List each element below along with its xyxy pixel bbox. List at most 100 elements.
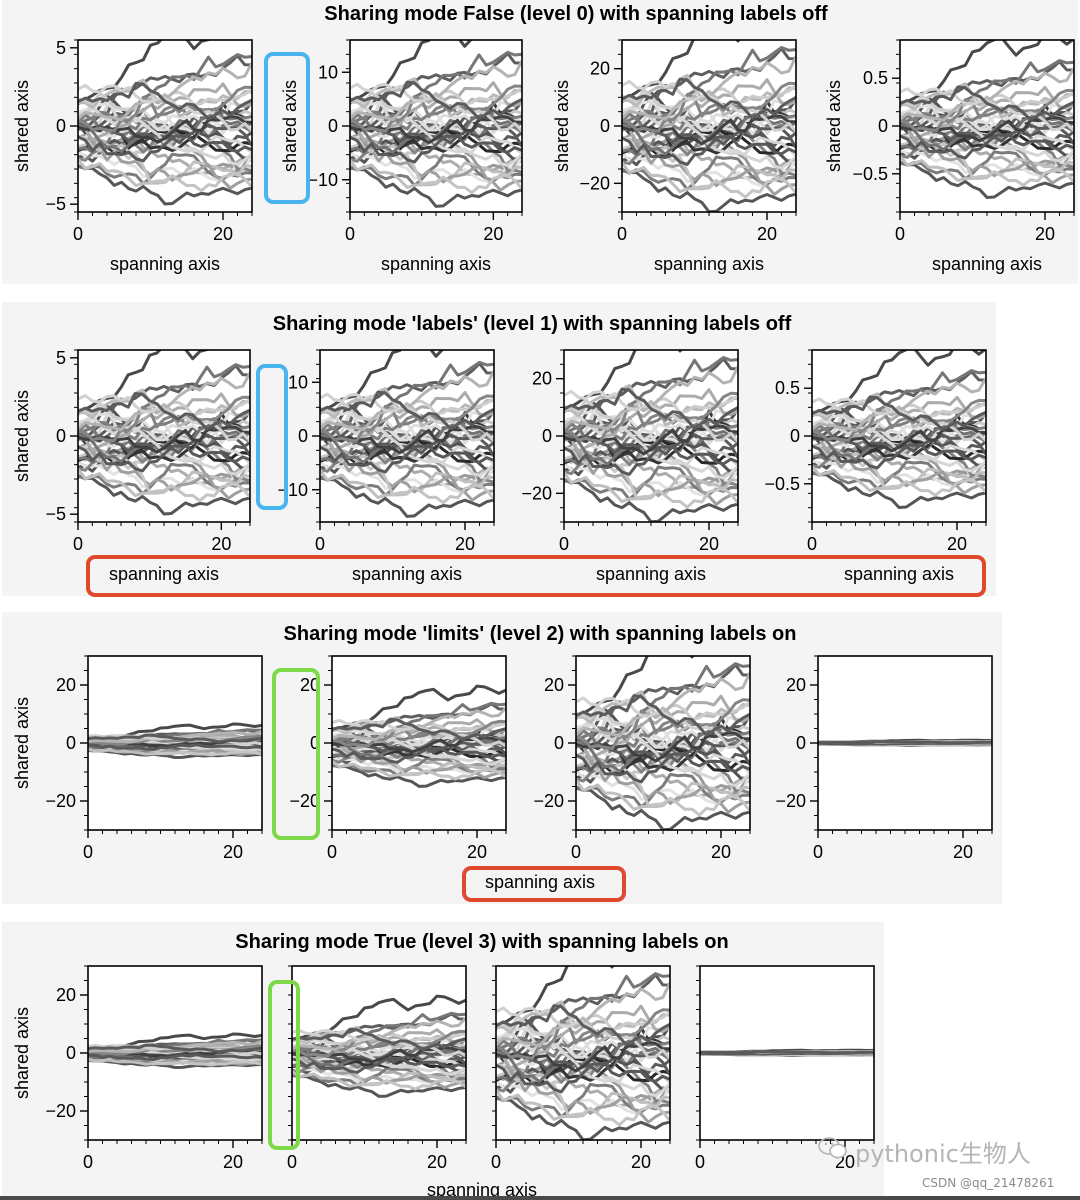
highlight-box-spanning-xlabel <box>462 866 626 902</box>
series-line <box>350 127 522 192</box>
y-tick-label: 0 <box>310 733 320 753</box>
highlight-box-xlabels <box>86 555 986 597</box>
series-line <box>78 133 252 163</box>
y-tick-label: 5 <box>56 38 66 58</box>
series-group <box>700 1048 874 1057</box>
series-line <box>900 133 1074 160</box>
watermark-csdn-text: CSDN @qq_21478261 <box>922 1176 1055 1190</box>
figure-title: Sharing mode 'limits' (level 2) with spa… <box>284 623 797 645</box>
subplot-2-1: 20 0 −20 0 20 <box>289 655 507 862</box>
series-line <box>622 134 796 166</box>
series-group <box>320 350 494 518</box>
series-line <box>78 392 250 431</box>
x-tick-label: 20 <box>483 224 503 244</box>
series-line <box>350 84 522 133</box>
x-tick-label: 0 <box>83 1152 93 1172</box>
series-line <box>812 471 986 509</box>
series-line <box>78 443 250 473</box>
series-line <box>350 104 522 131</box>
series-group <box>88 722 262 759</box>
series-line <box>812 415 986 473</box>
series-group <box>900 40 1074 199</box>
series-line <box>78 414 250 441</box>
y-tick-label: −20 <box>533 791 564 811</box>
x-tick-label: 0 <box>83 842 93 862</box>
series-line <box>622 127 796 196</box>
y-tick-label: 20 <box>544 675 564 695</box>
series-line <box>320 392 494 443</box>
subplot-2-0: 20 0 −20 0 20 shared axis <box>12 655 263 862</box>
y-tick-label: 20 <box>786 675 806 695</box>
series-line <box>350 103 522 167</box>
x-axis-label: spanning axis <box>381 254 491 274</box>
series-line <box>320 394 494 443</box>
x-axis-label: spanning axis <box>932 254 1042 274</box>
series-line <box>320 469 494 499</box>
series-line <box>622 135 796 199</box>
y-tick-label: 10 <box>318 62 338 82</box>
series-line <box>78 127 252 190</box>
subplot-1-2: 20 0 −20 0 20 spanning axis <box>521 349 739 584</box>
x-tick-label: 0 <box>315 534 325 554</box>
spanning-x-axis-label: spanning axis <box>427 1180 537 1200</box>
series-line <box>332 717 506 741</box>
series-line <box>564 437 738 506</box>
y-tick-label: 0 <box>554 733 564 753</box>
x-tick-label: 0 <box>491 1152 501 1172</box>
subplot-3-1: 0 20 <box>287 965 467 1172</box>
x-tick-label: 0 <box>807 534 817 554</box>
series-line <box>900 161 1074 199</box>
subplot-0-3: 0.5 0 −0.5 0 20 shared axis spanning axis <box>824 39 1075 274</box>
series-line <box>292 1053 466 1090</box>
series-group <box>350 40 522 208</box>
y-tick-label: 5 <box>56 348 66 368</box>
series-line <box>622 40 741 103</box>
x-axis-label: spanning axis <box>109 564 219 584</box>
series-line <box>812 397 986 442</box>
series-line <box>496 1000 670 1044</box>
series-line <box>900 106 1074 131</box>
series-line <box>812 392 986 429</box>
y-tick-label: 0 <box>600 116 610 136</box>
y-tick-label: 0 <box>298 426 308 446</box>
y-tick-label: 0 <box>878 116 888 136</box>
series-line <box>900 133 1074 187</box>
y-tick-label: 0 <box>56 116 66 136</box>
watermark-text: pythonic生物人 <box>855 1140 1031 1168</box>
subplot-2-3: 20 0 −20 0 20 <box>775 655 993 862</box>
y-tick-label: 20 <box>56 985 76 1005</box>
series-group <box>564 350 738 522</box>
y-tick-label: −10 <box>307 170 338 190</box>
series-line <box>320 437 494 502</box>
y-tick-label: −10 <box>277 480 308 500</box>
x-tick-label: 0 <box>895 224 905 244</box>
series-line <box>78 82 252 121</box>
series-line <box>78 437 250 500</box>
series-line <box>496 1028 670 1098</box>
x-axis-label: spanning axis <box>110 254 220 274</box>
x-tick-label: 20 <box>711 842 731 862</box>
series-line <box>78 104 252 131</box>
series-line <box>88 743 262 751</box>
series-line <box>700 1050 874 1055</box>
series-line <box>576 718 750 788</box>
figure-row-2: Sharing mode 'limits' (level 2) with spa… <box>2 612 1002 904</box>
series-line <box>78 394 250 443</box>
series-line <box>564 445 738 509</box>
series-line <box>320 444 494 474</box>
series-line <box>78 158 252 188</box>
series-line <box>78 104 252 166</box>
series-line <box>576 690 750 734</box>
x-axis-label: spanning axis <box>654 254 764 274</box>
highlight-box-ylabel-empty <box>256 364 288 510</box>
subplot-1-3: 0.5 0 −0.5 0 20 spanning axis <box>764 349 987 584</box>
series-group <box>78 40 252 206</box>
series-group <box>292 994 466 1098</box>
series-line <box>900 85 1074 121</box>
spanning-x-axis-label: spanning axis <box>485 872 595 892</box>
series-line <box>78 134 252 193</box>
series-line <box>496 1061 670 1094</box>
x-tick-label: 0 <box>559 534 569 554</box>
series-line <box>332 719 506 748</box>
